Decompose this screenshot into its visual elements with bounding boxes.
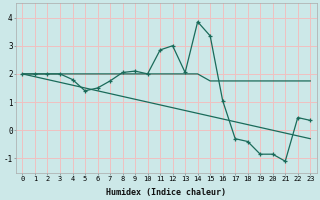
X-axis label: Humidex (Indice chaleur): Humidex (Indice chaleur) [106,188,226,197]
